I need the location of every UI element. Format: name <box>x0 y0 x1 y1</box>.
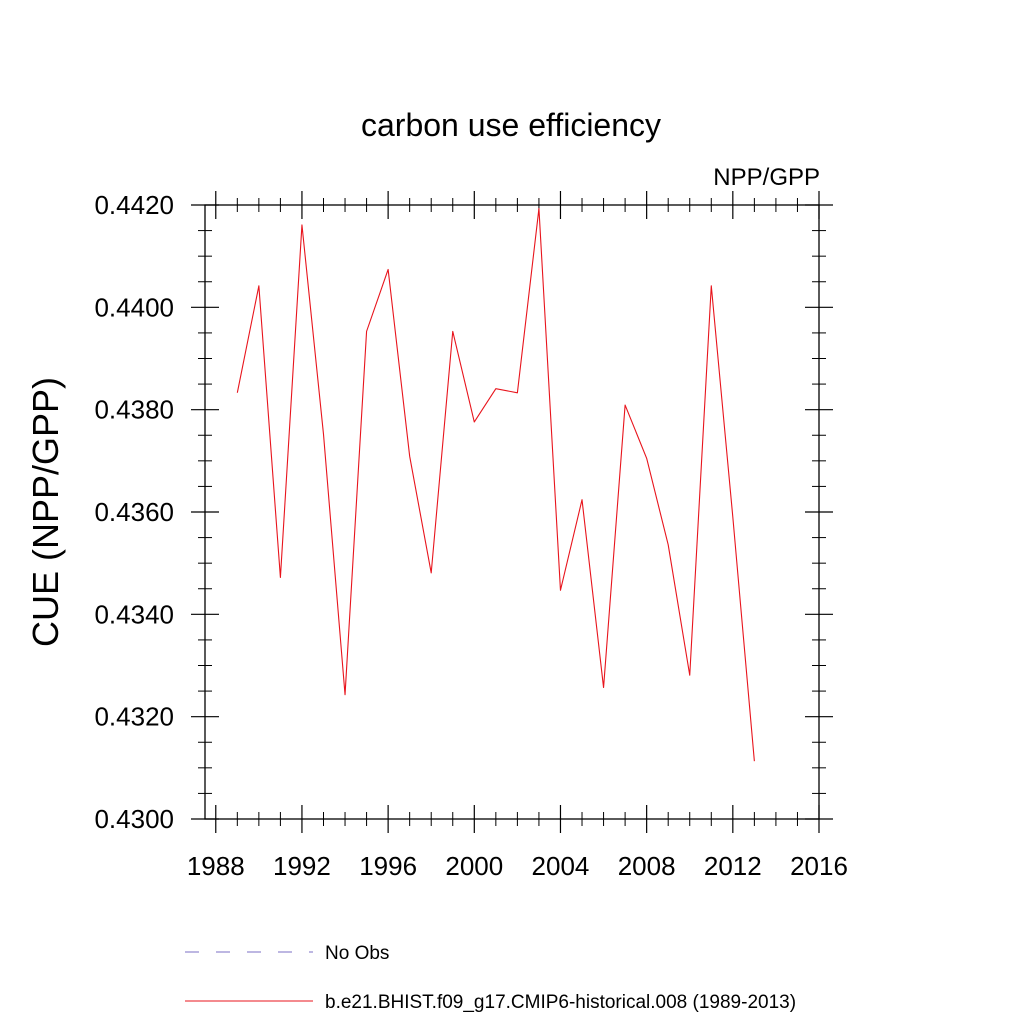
y-tick-label: 0.4400 <box>94 292 174 322</box>
x-tick-label: 1988 <box>187 851 245 881</box>
series-layer <box>236 208 755 762</box>
x-tick-label: 2016 <box>790 851 848 881</box>
series-line-1 <box>236 208 755 762</box>
legend: No Obs b.e21.BHIST.f09_g17.CMIP6-histori… <box>185 943 796 1013</box>
axis-ticks <box>191 191 833 833</box>
legend-label-no-obs: No Obs <box>325 943 389 964</box>
y-tick-label: 0.4420 <box>94 190 174 220</box>
legend-label-model: b.e21.BHIST.f09_g17.CMIP6-historical.008… <box>325 992 796 1013</box>
y-tick-label: 0.4300 <box>94 804 174 834</box>
x-tick-label: 2008 <box>618 851 676 881</box>
x-tick-labels: 1988 1992 1996 2000 2004 2008 2012 2016 <box>187 851 848 881</box>
y-tick-label: 0.4360 <box>94 497 174 527</box>
y-tick-label: 0.4340 <box>94 599 174 629</box>
x-tick-label: 2012 <box>704 851 762 881</box>
y-tick-labels: 0.4300 0.4320 0.4340 0.4360 0.4380 0.4400 0.44… <box>94 190 174 834</box>
chart-title: carbon use efficiency <box>361 107 661 143</box>
x-tick-label: 2004 <box>532 851 590 881</box>
y-tick-label: 0.4320 <box>94 702 174 732</box>
x-tick-label: 2000 <box>445 851 503 881</box>
y-tick-label: 0.4380 <box>94 395 174 425</box>
x-tick-label: 1996 <box>359 851 417 881</box>
chart-subtitle: NPP/GPP <box>713 164 820 191</box>
x-tick-label: 1992 <box>273 851 331 881</box>
y-axis-label: CUE (NPP/GPP) <box>25 377 66 647</box>
